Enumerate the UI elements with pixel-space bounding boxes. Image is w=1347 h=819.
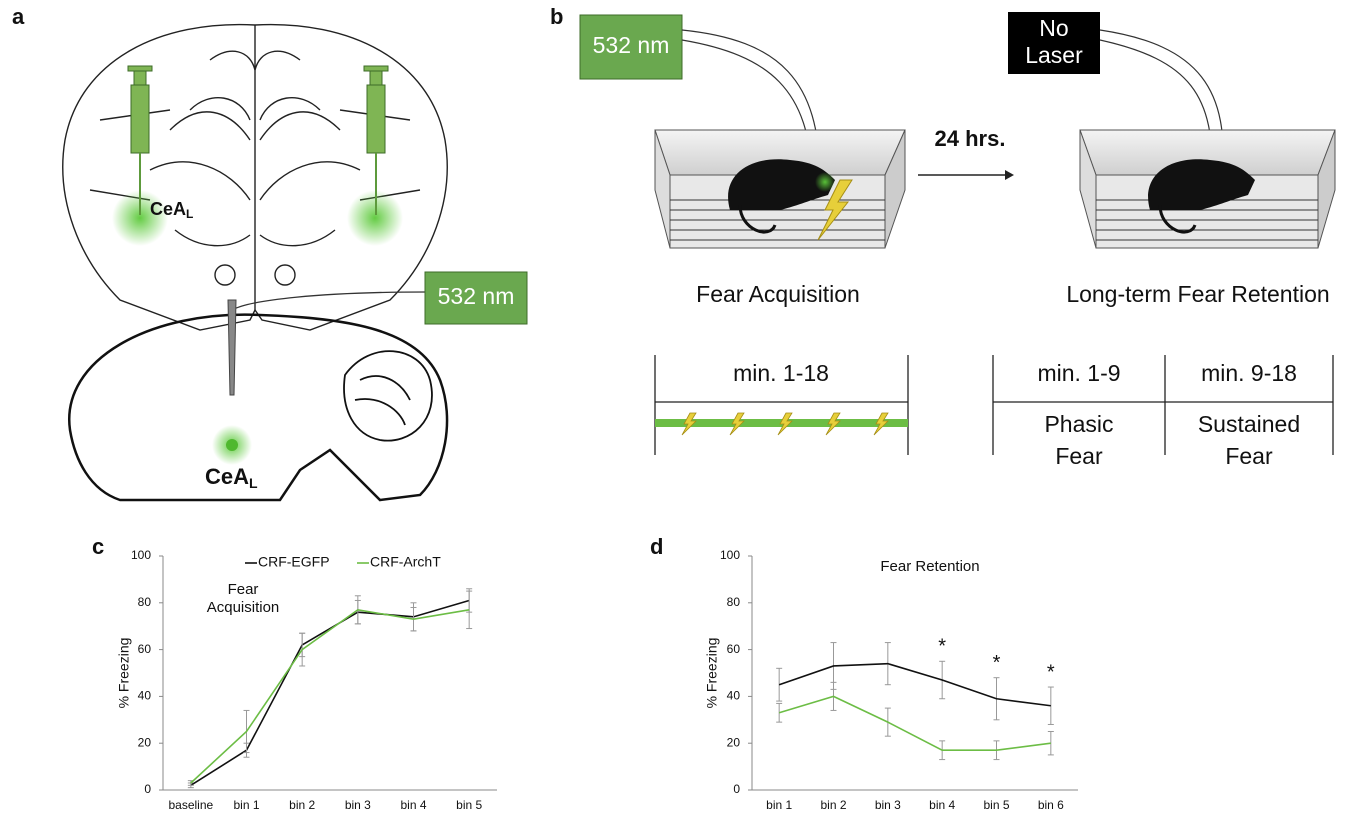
x-tick-label: bin 3 — [345, 798, 371, 812]
y-tick-label: 40 — [727, 689, 741, 703]
window-label: min. 1-9 — [1037, 360, 1120, 386]
laser-off-label: Laser — [1025, 42, 1083, 68]
region: CeA — [150, 199, 186, 219]
laser-label: 532 nm — [593, 32, 670, 58]
coronal-section — [62, 23, 448, 331]
significance-mark: * — [993, 652, 1001, 674]
y-tick-label: 60 — [138, 642, 152, 656]
fiber — [231, 291, 426, 311]
laser-off-box — [1008, 12, 1100, 74]
x-tick-label: bin 2 — [289, 798, 315, 812]
region-sub: L — [249, 475, 258, 491]
laser-box — [424, 271, 528, 325]
panel-a: a CeAL CeAL 532 nm — [12, 4, 528, 502]
timeline — [654, 355, 1334, 455]
y-tick-label: 20 — [727, 735, 741, 749]
phase-label: Fear — [1225, 443, 1273, 469]
series-line — [190, 599, 470, 786]
y-axis-label: % Freezing — [116, 638, 132, 709]
chart-title: Fear Retention — [880, 558, 979, 575]
y-tick-label: 60 — [727, 642, 741, 656]
syringes — [127, 65, 389, 215]
arrow-head — [1005, 170, 1014, 180]
region-sub: L — [186, 207, 193, 221]
chamber — [654, 129, 906, 249]
interval: 24 hrs. — [935, 126, 1006, 151]
y-tick-label: 80 — [727, 595, 741, 609]
significance-mark: * — [1047, 661, 1055, 683]
x-tick-label: baseline — [168, 798, 213, 812]
window-label: min. 9-18 — [1201, 360, 1297, 386]
y-tick-label: 40 — [138, 689, 152, 703]
window-label: min. 1-18 — [733, 360, 829, 386]
light-spot — [347, 190, 403, 246]
session-label: Long-term Fear Retention — [1066, 281, 1329, 307]
phase-label: Phasic — [1044, 411, 1113, 437]
optic-fiber — [227, 299, 237, 396]
chart-title: Acquisition — [207, 599, 280, 616]
legend-label: CRF-ArchT — [370, 554, 441, 570]
series-line — [778, 662, 1051, 707]
panel-label: a — [12, 4, 25, 29]
phase-label: Fear — [1055, 443, 1103, 469]
shocks — [681, 412, 889, 436]
light-spot — [112, 190, 168, 246]
y-tick-label: 80 — [138, 595, 152, 609]
chart-title: Fear — [228, 581, 259, 598]
panel-label: d — [650, 534, 663, 559]
x-tick-label: bin 1 — [766, 798, 792, 812]
region-label: CeAL — [150, 199, 193, 221]
region-label: CeAL — [205, 464, 258, 491]
panel-label: c — [92, 534, 104, 559]
phase-label: Sustained — [1198, 411, 1300, 437]
y-tick-label: 20 — [138, 735, 152, 749]
chamber — [1079, 129, 1336, 249]
region: CeA — [205, 464, 249, 489]
x-tick-label: bin 5 — [983, 798, 1009, 812]
y-tick-label: 0 — [733, 782, 740, 796]
sagittal-brain — [68, 313, 449, 502]
x-tick-label: bin 6 — [1038, 798, 1064, 812]
legend-label: CRF-EGFP — [258, 554, 330, 570]
series-line — [778, 695, 1051, 752]
session-label: Fear Acquisition — [696, 281, 860, 307]
cerebellum — [343, 350, 433, 442]
y-tick-label: 100 — [720, 548, 740, 562]
y-tick-label: 0 — [144, 782, 151, 796]
x-tick-label: bin 2 — [820, 798, 846, 812]
light-spot — [226, 439, 238, 451]
y-tick-label: 100 — [131, 548, 151, 562]
x-tick-label: bin 4 — [400, 798, 426, 812]
laser-box — [579, 14, 683, 80]
x-tick-label: bin 3 — [875, 798, 901, 812]
x-tick-label: bin 4 — [929, 798, 955, 812]
y-axis-label: % Freezing — [704, 638, 720, 709]
panel-b: b 532 nm No Laser 24 hrs. — [550, 4, 1336, 469]
series-line — [190, 608, 470, 784]
x-tick-label: bin 5 — [456, 798, 482, 812]
laser-off-label: No — [1039, 15, 1068, 41]
significance-mark: * — [938, 636, 946, 658]
laser-label: 532 nm — [438, 283, 515, 309]
panel-label: b — [550, 4, 563, 29]
x-tick-label: bin 1 — [233, 798, 259, 812]
